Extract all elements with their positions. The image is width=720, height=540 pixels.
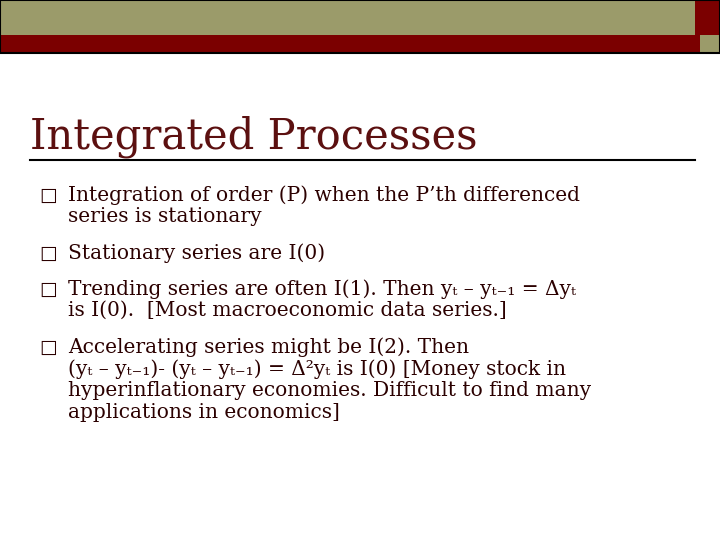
Text: □: □: [39, 245, 57, 263]
Bar: [0, 0, 720, 53]
Text: applications in economics]: applications in economics]: [68, 403, 340, 422]
Bar: [0, 35, 700, 53]
Text: series is stationary: series is stationary: [68, 207, 261, 226]
Text: Accelerating series might be I(2). Then: Accelerating series might be I(2). Then: [68, 337, 469, 356]
Text: □: □: [39, 281, 57, 299]
Text: Stationary series are I(0): Stationary series are I(0): [68, 243, 325, 262]
Text: Integrated Processes: Integrated Processes: [30, 115, 477, 158]
Text: Integration of order (P) when the P’th differenced: Integration of order (P) when the P’th d…: [68, 185, 580, 205]
Text: □: □: [39, 187, 57, 205]
Text: hyperinflationary economies. Difficult to find many: hyperinflationary economies. Difficult t…: [68, 381, 591, 400]
Text: (yₜ – yₜ₋₁)- (yₜ – yₜ₋₁) = Δ²yₜ is I(0) [Money stock in: (yₜ – yₜ₋₁)- (yₜ – yₜ₋₁) = Δ²yₜ is I(0) …: [68, 359, 566, 379]
Bar: [695, 0, 720, 35]
Text: is I(0).  [Most macroeconomic data series.]: is I(0). [Most macroeconomic data series…: [68, 301, 507, 320]
Text: □: □: [39, 339, 57, 357]
Text: Trending series are often I(1). Then yₜ – yₜ₋₁ = Δyₜ: Trending series are often I(1). Then yₜ …: [68, 279, 576, 299]
Bar: [700, 35, 720, 53]
Bar: [0, 0, 695, 35]
